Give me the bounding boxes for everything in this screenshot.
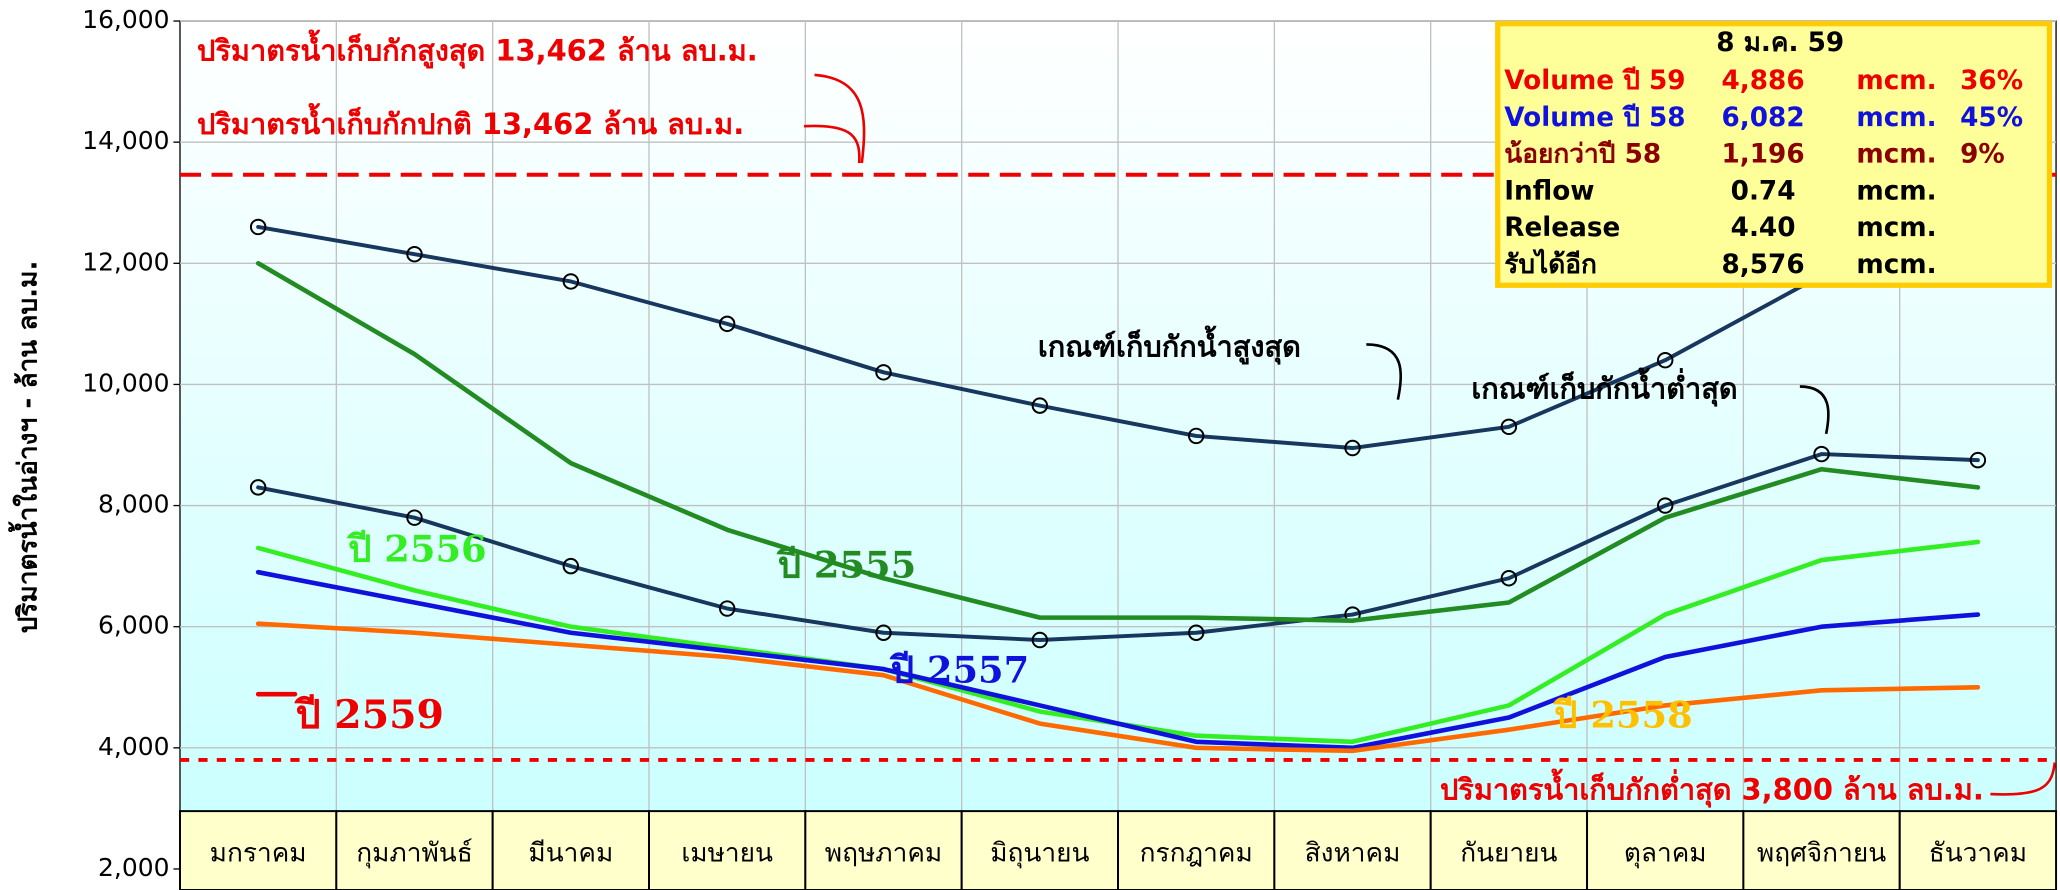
series-marker	[1187, 624, 1205, 641]
series-marker	[1969, 451, 1987, 469]
series-marker	[718, 600, 736, 617]
series-marker	[875, 624, 892, 641]
y-tick-label: 6,000	[98, 611, 169, 640]
series-marker	[406, 509, 423, 526]
arrow	[1366, 343, 1403, 400]
x-tick-label: สิงหาคม	[1305, 838, 1401, 868]
x-tick-label: พฤศจิกายน	[1757, 838, 1886, 868]
x-tick-label: ธันวาคม	[1929, 838, 2027, 868]
info-cell: น้อยกว่าปี 58	[1504, 140, 1661, 170]
info-cell: Volume ปี 59	[1504, 66, 1685, 96]
series-label: ปี 2557	[890, 648, 1030, 692]
series-label: เกณฑ์เก็บกักน้ำสูงสุด	[1038, 324, 1301, 364]
info-cell: mcm.	[1856, 176, 1936, 206]
annotation: ปริมาตรน้ำเก็บกักปกติ 13,462 ล้าน ลบ.ม.	[197, 102, 744, 141]
arrow	[1799, 385, 1830, 435]
info-cell: 45%	[1960, 103, 2023, 133]
series-marker	[1656, 497, 1674, 514]
month-box	[1898, 810, 2058, 890]
annotation: ปริมาตรน้ำเก็บกักต่ำสุด 3,800 ล้าน ลบ.ม.	[1440, 767, 1984, 807]
month-box	[491, 810, 650, 890]
y-tick-label: 2,000	[98, 853, 169, 882]
series-marker	[249, 479, 267, 496]
info-cell: Release	[1504, 213, 1620, 243]
y-tick-label: 8,000	[98, 490, 169, 519]
x-tick-label: เมษายน	[681, 838, 773, 868]
info-cell: 4.40	[1731, 213, 1796, 243]
info-cell: mcm.	[1856, 213, 1936, 243]
x-tick-label: กันยายน	[1460, 838, 1557, 868]
info-cell: mcm.	[1856, 140, 1936, 170]
annotation: ปริมาตรน้ำเก็บกักสูงสุด 13,462 ล้าน ลบ.ม…	[197, 29, 758, 69]
series-label: ปี 2559	[294, 692, 444, 738]
info-cell: mcm.	[1856, 66, 1936, 96]
y-tick-label: 10,000	[82, 368, 169, 397]
info-cell: 6,082	[1722, 103, 1805, 133]
month-box	[648, 810, 807, 890]
series-marker	[875, 364, 892, 381]
info-cell: mcm.	[1856, 250, 1936, 280]
series-marker	[1344, 439, 1361, 457]
x-tick-label: มกราคม	[210, 838, 307, 868]
series-label: ปี 2555	[777, 542, 917, 586]
month-box	[1742, 810, 1901, 890]
series-label: เกณฑ์เก็บกักน้ำต่ำสุด	[1471, 366, 1737, 406]
series-marker	[718, 315, 736, 333]
month-box	[960, 810, 1120, 890]
series-line	[255, 621, 1981, 754]
x-tick-label: ตุลาคม	[1624, 838, 1707, 868]
series-marker	[1500, 570, 1518, 587]
series-marker	[1031, 631, 1049, 649]
x-tick-label: กุมภาพันธ์	[356, 837, 473, 868]
month-box	[1117, 810, 1276, 890]
series-line	[256, 218, 1980, 451]
series-marker	[1031, 397, 1049, 414]
series-label: ปี 2556	[347, 527, 487, 571]
info-cell: Volume ปี 58	[1504, 103, 1685, 133]
info-cell: 1,196	[1722, 140, 1805, 170]
series-marker	[1656, 351, 1674, 369]
info-cell: mcm.	[1856, 103, 1936, 133]
arrow	[1990, 762, 2057, 796]
series-marker	[1500, 418, 1518, 436]
y-tick-label: 12,000	[82, 247, 169, 276]
info-title: 8 ม.ค. 59	[1716, 28, 1844, 58]
series-marker	[1187, 427, 1205, 445]
series-marker	[562, 557, 580, 575]
series-marker	[406, 245, 423, 263]
arrow	[814, 73, 866, 164]
series-marker	[562, 273, 580, 290]
series-line	[255, 261, 1981, 623]
x-tick-label: มีนาคม	[528, 838, 613, 868]
y-tick-label: 4,000	[98, 732, 169, 761]
info-cell: 0.74	[1731, 176, 1796, 206]
month-box	[1429, 810, 1589, 890]
info-cell: 4,886	[1722, 66, 1805, 96]
info-cell: 36%	[1960, 66, 2023, 96]
series-marker	[249, 218, 267, 236]
y-tick-label: 16,000	[82, 5, 169, 34]
info-cell: 9%	[1960, 140, 2005, 170]
info-cell: Inflow	[1504, 176, 1594, 206]
y-tick-label: 14,000	[82, 126, 169, 155]
arrow	[803, 124, 861, 164]
x-tick-label: กรกฎาคม	[1140, 838, 1253, 868]
series-marker	[1813, 445, 1830, 463]
y-axis-title: ปริมาตรน้ำในอ่างฯ - ล้าน ลบ.ม.	[7, 261, 43, 634]
info-cell: 8,576	[1722, 250, 1805, 280]
month-box	[1586, 810, 1745, 890]
month-box	[179, 810, 338, 890]
series-line	[256, 452, 1980, 642]
series-label: ปี 2558	[1553, 692, 1693, 736]
x-tick-label: พฤษภาคม	[825, 838, 942, 868]
x-tick-label: มิถุนายน	[990, 838, 1089, 868]
series-line	[255, 569, 1981, 751]
info-cell: รับได้อีก	[1504, 248, 1597, 280]
info-box	[1495, 21, 2053, 288]
